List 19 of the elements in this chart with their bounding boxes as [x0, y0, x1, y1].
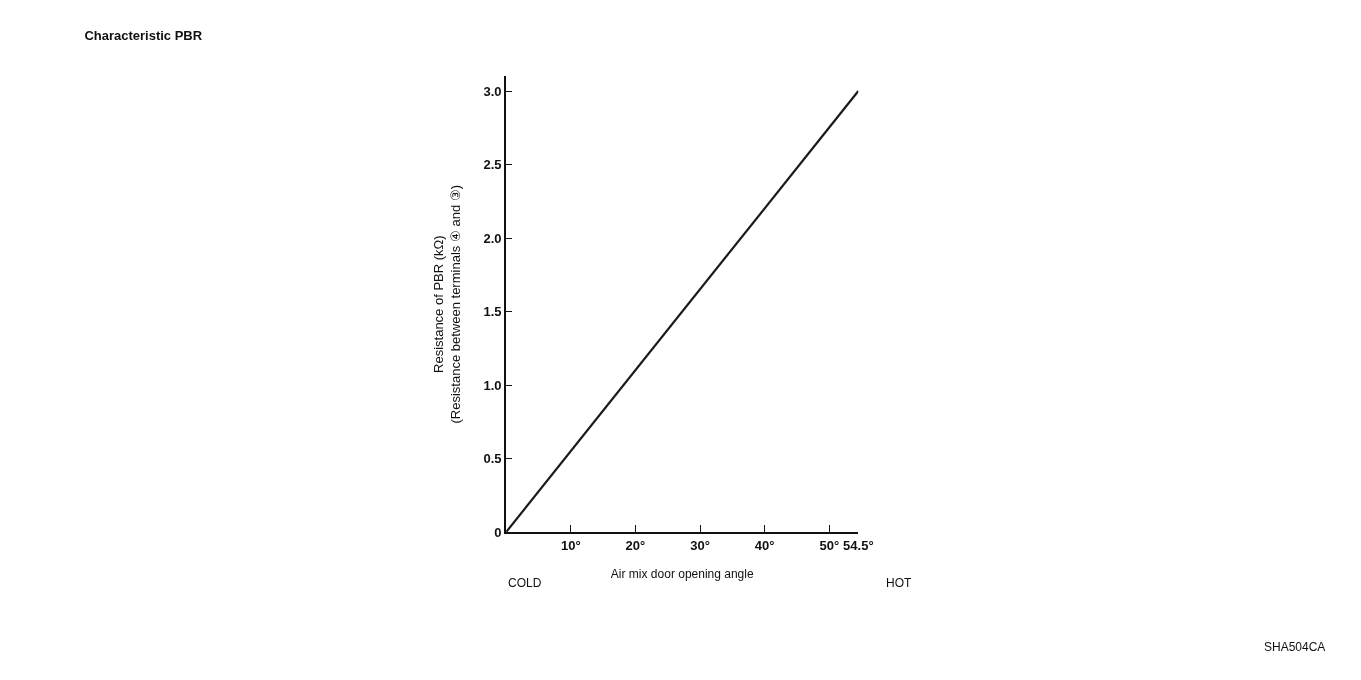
x-tick-label: 40° [754, 537, 775, 553]
y-tick-label: 3.0 [483, 83, 502, 99]
y-tick-label: 2.5 [483, 157, 502, 173]
y-tick-label: 0.5 [483, 451, 502, 467]
x-tick-label: 54.5° [843, 537, 874, 553]
y-axis-title: Resistance of PBR (kΩ) (Resistance between terminals ④ and ③) [431, 184, 463, 424]
y-tick-label: 1.5 [483, 304, 502, 320]
text: Characteristic PBR [84, 27, 203, 43]
y-tick-label: 1.0 [483, 377, 502, 393]
y-tick-label: 0 [494, 524, 502, 540]
text: COLD [508, 576, 542, 590]
text: HOT [886, 576, 912, 590]
text: SHA504CA [1264, 640, 1326, 654]
y-tick-label: 2.0 [483, 230, 502, 246]
x-tick-label: 30° [690, 537, 710, 553]
x-tick-label: 20° [625, 537, 646, 553]
x-tick-label: 10° [560, 537, 581, 553]
x-axis-title: Air mix door opening angle [610, 567, 754, 581]
x-tick-label: 50° [819, 537, 840, 553]
